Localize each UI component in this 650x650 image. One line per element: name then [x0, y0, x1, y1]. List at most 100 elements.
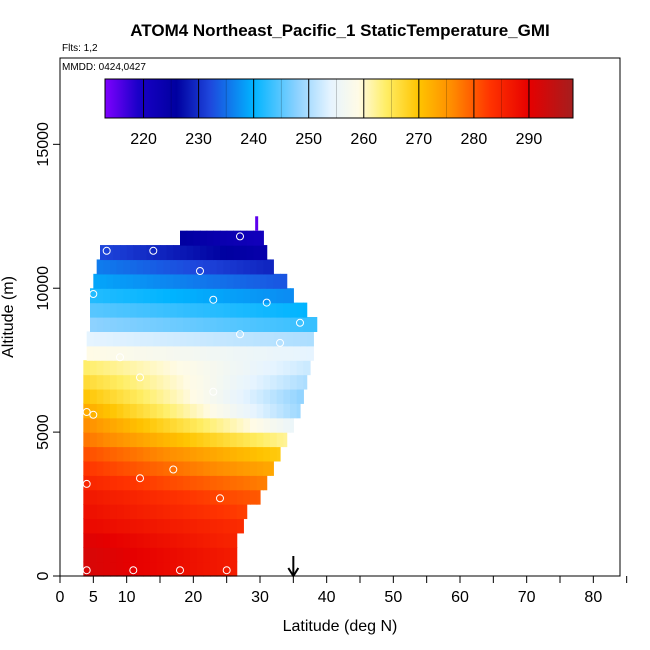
heatmap-cell — [296, 388, 304, 404]
heatmap-cell — [153, 331, 161, 347]
heatmap-cell — [256, 360, 264, 376]
y-tick-label: 0 — [35, 571, 52, 580]
heatmap-cell — [243, 317, 251, 332]
heatmap-cell — [256, 388, 264, 404]
heatmap-cell — [210, 561, 218, 577]
heatmap-cell — [156, 432, 164, 448]
data-point — [262, 298, 271, 307]
heatmap-cell — [96, 302, 104, 318]
heatmap-cell — [263, 302, 271, 318]
heatmap-cell — [176, 259, 184, 275]
heatmap-cell — [296, 360, 304, 376]
heatmap-cell — [123, 547, 131, 563]
heatmap-cell — [303, 302, 308, 318]
heatmap-cell — [90, 317, 98, 332]
heatmap-cell — [143, 403, 151, 419]
heatmap-cell — [230, 388, 238, 404]
heatmap-cell — [123, 518, 131, 534]
heatmap-cell — [150, 532, 158, 548]
heatmap-cell — [130, 317, 138, 332]
heatmap-cell — [150, 388, 158, 404]
heatmap-cell — [96, 518, 104, 534]
heatmap-cell — [190, 417, 198, 433]
heatmap-cell — [196, 374, 204, 390]
heatmap-cell — [250, 302, 258, 318]
heatmap-cell — [186, 273, 194, 289]
heatmap-cell — [273, 273, 281, 289]
heatmap-cell — [196, 360, 204, 376]
heatmap-cell — [96, 432, 104, 448]
heatmap-cell — [130, 360, 138, 376]
heatmap-cell — [263, 374, 271, 390]
heatmap-cell — [136, 504, 144, 520]
heatmap-cell — [136, 475, 144, 491]
data-point — [89, 410, 98, 419]
heatmap-cell — [303, 360, 311, 376]
heatmap-cell — [263, 432, 271, 448]
heatmap-cell — [270, 432, 278, 448]
heatmap-cell — [250, 403, 258, 419]
heatmap-cell — [193, 273, 201, 289]
heatmap-cell — [156, 360, 164, 376]
heatmap-cell — [210, 532, 218, 548]
heatmap-cell — [170, 432, 178, 448]
heatmap-cell — [283, 317, 291, 332]
heatmap-cell — [170, 259, 178, 275]
heatmap-cell — [193, 345, 201, 361]
y-tick-label: 5000 — [35, 414, 52, 450]
heatmap-cell — [180, 230, 188, 246]
heatmap-cell — [163, 259, 171, 275]
heatmap-cell — [103, 489, 111, 505]
heatmap-cell — [243, 288, 251, 304]
heatmap-cell — [130, 475, 138, 491]
heatmap-cell — [103, 475, 111, 491]
heatmap-cell — [86, 331, 94, 347]
heatmap-cell — [223, 547, 231, 563]
heatmap-cell — [186, 230, 194, 246]
heatmap-cell — [123, 388, 131, 404]
heatmap-cell — [96, 532, 104, 548]
heatmap-cell — [223, 403, 231, 419]
heatmap-cell — [256, 417, 264, 433]
heatmap-cell — [96, 403, 104, 419]
heatmap-cell — [116, 446, 124, 462]
heatmap-cell — [110, 532, 118, 548]
heatmap-cell — [190, 475, 198, 491]
heatmap-cell — [103, 561, 111, 577]
heatmap-cell — [156, 388, 164, 404]
y-tick-label: 10000 — [35, 266, 52, 311]
heatmap-cell — [160, 273, 168, 289]
heatmap-cell — [130, 288, 138, 304]
heatmap-cell — [93, 331, 101, 347]
heatmap-cell — [116, 317, 124, 332]
heatmap-cell — [263, 317, 271, 332]
heatmap-cell — [266, 273, 274, 289]
heatmap-cell — [136, 417, 144, 433]
heatmap-cell — [163, 518, 171, 534]
heatmap-cell — [143, 561, 151, 577]
heatmap-cell — [190, 317, 198, 332]
heatmap-cell — [110, 374, 118, 390]
heatmap-cell — [183, 403, 191, 419]
heatmap-cell — [236, 388, 244, 404]
heatmap-cell — [83, 446, 91, 462]
heatmap-cell — [190, 489, 198, 505]
heatmap-cell — [243, 460, 251, 476]
heatmap-cell — [216, 360, 224, 376]
heatmap-cell — [163, 532, 171, 548]
heatmap-cell — [130, 532, 138, 548]
heatmap-cell — [156, 302, 164, 318]
heatmap-cell — [210, 475, 218, 491]
heatmap-cell — [260, 331, 268, 347]
heatmap-cell — [283, 360, 291, 376]
heatmap-cell — [123, 460, 131, 476]
heatmap-cell — [136, 518, 144, 534]
heatmap-cell — [123, 432, 131, 448]
heatmap-cell — [90, 532, 98, 548]
heatmap-cell — [116, 432, 124, 448]
data-point — [209, 295, 218, 304]
heatmap-cell — [173, 245, 181, 261]
heatmap-cell — [90, 360, 98, 376]
heatmap-cell — [216, 432, 224, 448]
heatmap-cell — [220, 245, 228, 261]
